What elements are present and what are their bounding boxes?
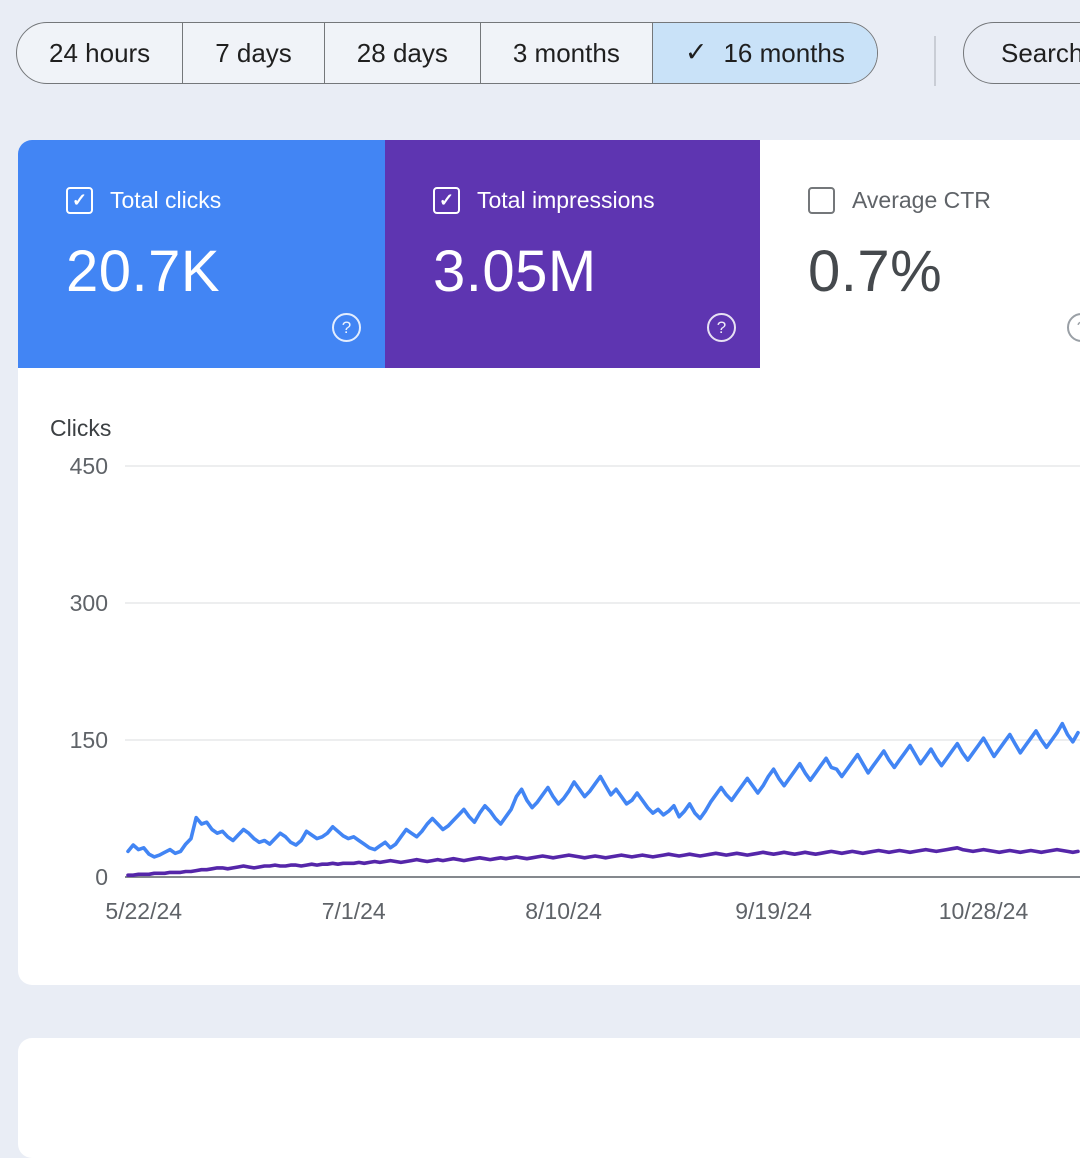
clicks-line <box>126 721 1080 859</box>
search-filter-button[interactable]: Search <box>963 22 1080 84</box>
average-ctr-value: 0.7% <box>808 239 943 304</box>
total-clicks-checkbox[interactable]: ✓ <box>66 187 93 214</box>
check-icon: ✓ <box>684 36 708 67</box>
performance-card: ✓ Total clicks 20.7K ? ✓ Total impressio… <box>18 140 1080 985</box>
date-range-tab-group: 24 hours 7 days 28 days 3 months ✓ 16 mo… <box>16 22 878 84</box>
performance-chart: Clicks 450 300 150 0 5/22/24 7/1/24 8/10… <box>18 368 1080 985</box>
tab-label: 16 months <box>723 37 845 68</box>
total-impressions-value: 3.05M <box>433 239 597 304</box>
average-ctr-checkbox[interactable] <box>808 187 835 214</box>
total-impressions-checkbox[interactable]: ✓ <box>433 187 460 214</box>
x-tick-label: 9/19/24 <box>735 898 812 924</box>
y-tick-450: 450 <box>70 453 108 479</box>
y-tick-300: 300 <box>70 590 108 616</box>
next-section-card <box>18 1038 1080 1158</box>
search-filter-label: Search <box>1001 37 1080 68</box>
average-ctr-tile[interactable]: Average CTR 0.7% ? <box>760 140 1080 368</box>
tab-label: 7 days <box>215 37 292 68</box>
x-tick-label: 5/22/24 <box>105 898 182 924</box>
x-tick-label: 7/1/24 <box>322 898 386 924</box>
help-icon[interactable]: ? <box>332 313 361 342</box>
help-icon[interactable]: ? <box>707 313 736 342</box>
y-tick-0: 0 <box>95 864 108 890</box>
total-impressions-label: Total impressions <box>477 187 655 213</box>
tab-24-hours[interactable]: 24 hours <box>17 23 182 83</box>
impressions-line <box>126 845 1080 878</box>
help-icon[interactable]: ? <box>1067 313 1080 342</box>
total-impressions-tile[interactable]: ✓ Total impressions 3.05M ? <box>385 140 760 368</box>
tab-7-days[interactable]: 7 days <box>182 23 324 83</box>
toolbar-divider <box>934 36 936 86</box>
total-clicks-label: Total clicks <box>110 187 222 213</box>
tab-16-months[interactable]: ✓ 16 months <box>651 23 877 83</box>
date-range-tabbar: 24 hours 7 days 28 days 3 months ✓ 16 mo… <box>16 22 878 84</box>
total-clicks-tile[interactable]: ✓ Total clicks 20.7K ? <box>18 140 385 368</box>
tab-3-months[interactable]: 3 months <box>479 23 652 83</box>
tab-label: 24 hours <box>49 37 151 68</box>
x-tick-label: 8/10/24 <box>525 898 602 924</box>
metric-tiles: ✓ Total clicks 20.7K ? ✓ Total impressio… <box>18 140 1080 368</box>
y-axis-title: Clicks <box>50 415 111 441</box>
tab-label: 28 days <box>356 37 448 68</box>
total-clicks-value: 20.7K <box>66 239 221 304</box>
tab-28-days[interactable]: 28 days <box>323 23 480 83</box>
tab-label: 3 months <box>512 37 620 68</box>
average-ctr-label: Average CTR <box>852 187 991 213</box>
y-tick-150: 150 <box>70 727 108 753</box>
chart-svg: Clicks 450 300 150 0 5/22/24 7/1/24 8/10… <box>50 415 1080 924</box>
x-tick-label: 10/28/24 <box>939 898 1029 924</box>
